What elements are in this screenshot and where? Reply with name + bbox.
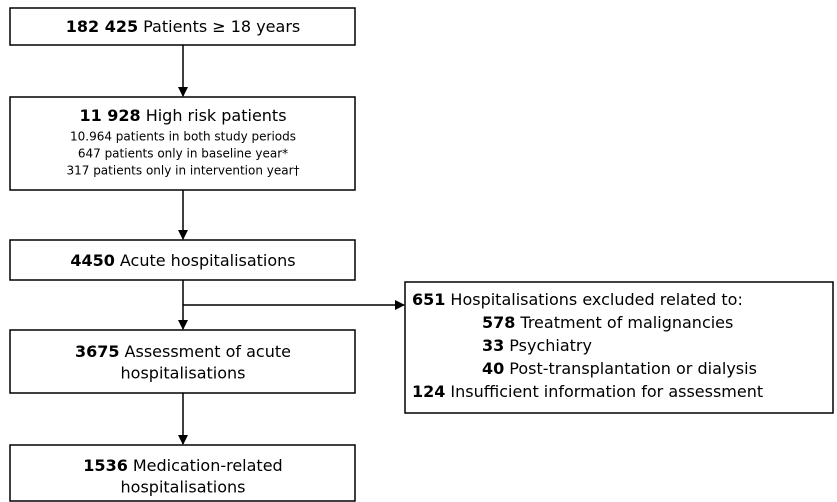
exclusion-box	[404, 281, 834, 414]
box-text: 1536 Medication-related	[83, 456, 282, 475]
item: 124 Insufficient information for assessme…	[412, 382, 763, 401]
count: 182 425	[66, 17, 138, 36]
count: 33	[482, 336, 504, 355]
label: hospitalisations	[121, 478, 246, 497]
label: Acute hospitalisations	[120, 251, 296, 270]
label: Psychiatry	[509, 336, 592, 355]
box-text: 651 Hospitalisations excluded related to:	[412, 290, 743, 309]
count: 4450	[70, 251, 115, 270]
box-text: 3675 Assessment of acute	[75, 342, 291, 361]
count: 1536	[83, 456, 128, 475]
item: 33 Psychiatry	[482, 336, 592, 355]
detail: 647 patients only in baseline year*	[78, 147, 288, 161]
count: 651	[412, 290, 445, 309]
box-text: 11 928 High risk patients	[79, 106, 286, 125]
box	[9, 444, 356, 502]
count: 124	[412, 382, 445, 401]
count: 3675	[75, 342, 120, 361]
box	[9, 239, 356, 281]
count: 578	[482, 313, 515, 332]
label: Insufficient information for assessment	[450, 382, 763, 401]
label: Post-transplantation or dialysis	[509, 359, 757, 378]
label: Hospitalisations excluded related to:	[450, 290, 742, 309]
label: High risk patients	[146, 106, 287, 125]
item: 578 Treatment of malignancies	[482, 313, 733, 332]
box-text: 182 425 Patients ≥ 18 years	[66, 17, 300, 36]
label: Assessment of acute	[125, 342, 291, 361]
count: 40	[482, 359, 504, 378]
box-text: 4450 Acute hospitalisations	[70, 251, 295, 270]
label: hospitalisations	[121, 364, 246, 383]
detail: 10.964 patients in both study periods	[70, 130, 296, 144]
label: Treatment of malignancies	[519, 313, 733, 332]
label: Patients ≥ 18 years	[143, 17, 300, 36]
count: 11 928	[79, 106, 140, 125]
box	[9, 7, 356, 46]
detail: 317 patients only in intervention year†	[66, 164, 299, 178]
item: 40 Post-transplantation or dialysis	[482, 359, 757, 378]
label: Medication-related	[133, 456, 283, 475]
box	[9, 329, 356, 394]
box	[9, 96, 356, 191]
